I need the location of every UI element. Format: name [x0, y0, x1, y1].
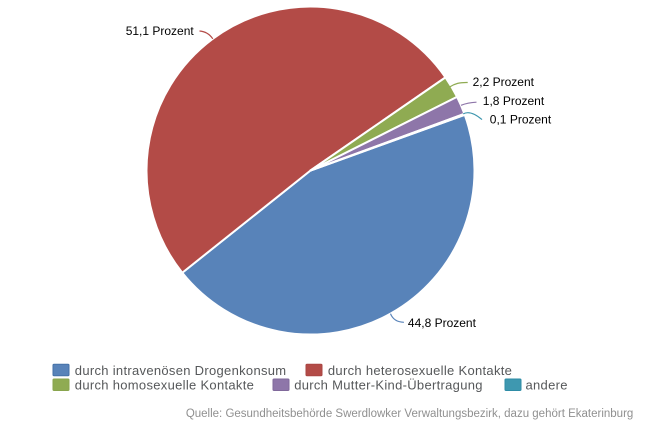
svg-text:andere: andere — [526, 378, 568, 393]
svg-text:Quelle: Gesundheitsbehörde Swe: Quelle: Gesundheitsbehörde Swerdlowker V… — [186, 408, 633, 420]
svg-text:51,1 Prozent: 51,1 Prozent — [126, 24, 195, 38]
svg-text:1,8 Prozent: 1,8 Prozent — [483, 94, 545, 108]
svg-text:durch intravenösen Drogenkonsu: durch intravenösen Drogenkonsum — [75, 363, 287, 378]
svg-text:durch Mutter-Kind-Übertragung: durch Mutter-Kind-Übertragung — [294, 378, 483, 393]
svg-text:durch heterosexuelle Kontakte: durch heterosexuelle Kontakte — [328, 363, 512, 378]
svg-text:44,8 Prozent: 44,8 Prozent — [408, 316, 477, 330]
svg-text:durch homosexuelle Kontakte: durch homosexuelle Kontakte — [75, 378, 254, 393]
svg-text:2,2 Prozent: 2,2 Prozent — [473, 75, 535, 89]
svg-text:0,1 Prozent: 0,1 Prozent — [490, 112, 552, 126]
